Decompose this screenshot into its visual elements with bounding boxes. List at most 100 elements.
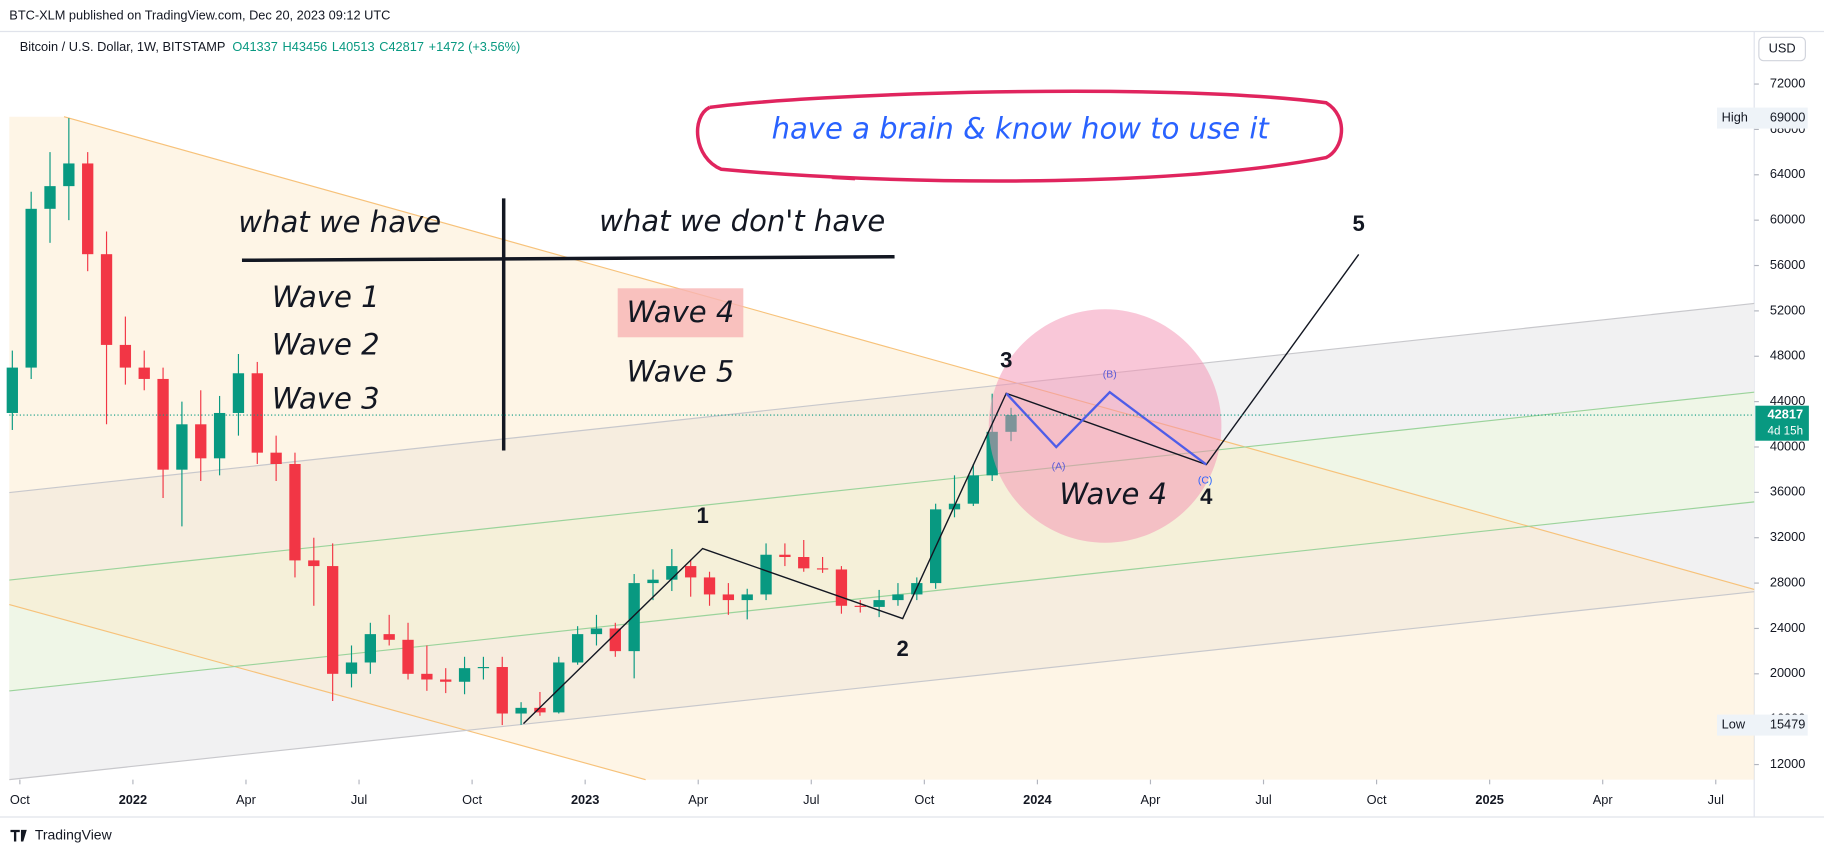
candle-body (421, 673, 433, 680)
have-item: Wave 3 (272, 381, 380, 415)
dont-have-heading: what we don't have (599, 204, 885, 238)
candle-body (779, 554, 791, 558)
candle-body (496, 667, 508, 714)
x-tick-label: 2025 (1475, 792, 1503, 807)
ohlc-value: C42817 (379, 39, 424, 54)
dont-have-item: Wave 5 (627, 354, 735, 388)
x-tick-label: Apr (1593, 792, 1614, 807)
candle-body (685, 566, 697, 578)
candle-body (289, 464, 301, 561)
candle-body (82, 163, 94, 255)
candle-body (873, 600, 885, 607)
ohlc-value: O41337 (232, 39, 277, 54)
wave-label: 3 (1000, 348, 1012, 373)
candle-body (345, 662, 358, 674)
y-tick-label: 36000 (1770, 484, 1806, 499)
candle-body (741, 594, 753, 601)
slogan: have a brain & know how to use it (772, 112, 1271, 146)
candles (6, 118, 1017, 726)
candle-body (760, 554, 772, 595)
candle-body (195, 424, 207, 459)
x-tick-label: 2024 (1023, 792, 1052, 807)
orange-channel (9, 116, 1755, 780)
y-tick-label: 12000 (1770, 756, 1806, 771)
symbol: Bitcoin / U.S. Dollar, 1W, BITSTAMP (20, 39, 226, 54)
candle-body (722, 594, 735, 601)
candle-body (327, 566, 339, 674)
x-tick-label: Jul (351, 792, 367, 807)
channel-line (9, 604, 646, 781)
dont-have-item: Wave 4 (627, 295, 735, 329)
candle-body (63, 163, 75, 187)
have-item: Wave 1 (272, 280, 380, 314)
low-value: 15479 (1770, 716, 1806, 731)
y-tick-label: 44000 (1770, 393, 1806, 408)
candle-body (251, 373, 263, 453)
x-tick-label: Oct (462, 792, 482, 807)
abc-label: (B) (1103, 369, 1117, 380)
channel-line (9, 501, 1755, 692)
y-tick-label: 56000 (1770, 257, 1806, 272)
candle-body (590, 628, 603, 635)
y-tick-label: 60000 (1770, 212, 1806, 227)
countdown: 4d 15h (1768, 424, 1804, 437)
currency-button[interactable] (1758, 36, 1806, 62)
have-item: Wave 2 (272, 328, 380, 362)
candle-body (25, 208, 37, 368)
highlight (617, 288, 744, 338)
y-tick-label: 28000 (1770, 574, 1806, 589)
change: +1472 (+3.56%) (429, 39, 521, 54)
candle-body (816, 568, 829, 570)
candle-body (666, 566, 678, 580)
wave-label: 2 (897, 636, 909, 661)
candle-body (440, 679, 452, 682)
table-line (241, 255, 895, 263)
candle-body (138, 367, 150, 379)
low-box (1716, 714, 1808, 736)
x-tick-label: Jul (1255, 792, 1271, 807)
y-tick-label: 40000 (1770, 438, 1806, 453)
y-tick-label: 20000 (1770, 665, 1806, 680)
candle-body (854, 605, 866, 607)
wave-label: 4 (1200, 484, 1213, 509)
ohlc-value: L40513 (332, 39, 375, 54)
candle-body (477, 667, 490, 669)
candle-body (571, 634, 584, 663)
candle-body (213, 412, 226, 459)
logo (10, 829, 27, 842)
candle-body (703, 577, 716, 595)
x-tick-label: Oct (10, 792, 30, 807)
candle-body (628, 583, 640, 652)
wave-path (522, 254, 1360, 725)
candle-body (534, 707, 546, 713)
x-tick-label: Apr (688, 792, 709, 807)
candle-body (100, 254, 113, 345)
candle-body (364, 634, 376, 663)
candle-body (270, 452, 282, 465)
channel-line (9, 302, 1755, 494)
currency[interactable]: USD (1769, 40, 1796, 55)
last-price-box (1755, 405, 1809, 441)
low-label: Low (1722, 716, 1746, 731)
have-heading: what we have (238, 205, 441, 239)
high-label: High (1722, 109, 1748, 124)
scribble (695, 89, 1344, 183)
channel-line (9, 591, 1755, 781)
high-box (1716, 107, 1808, 129)
x-tick-label: 2022 (119, 792, 147, 807)
candle-body (402, 639, 414, 674)
candle-body (383, 634, 395, 640)
candle-body (835, 569, 848, 606)
y-tick-label: 32000 (1770, 529, 1806, 544)
abc-label: (A) (1052, 462, 1066, 473)
published-line: BTC-XLM published on TradingView.com, De… (9, 8, 390, 23)
ohlc-value: H43456 (283, 39, 328, 54)
y-tick-label: 48000 (1770, 348, 1806, 363)
candle-body (967, 475, 979, 504)
candle-body (119, 344, 132, 368)
last-price: 42817 (1768, 406, 1804, 421)
candle-body (232, 373, 245, 413)
candle-body (609, 628, 621, 652)
channel-line (63, 116, 1755, 590)
